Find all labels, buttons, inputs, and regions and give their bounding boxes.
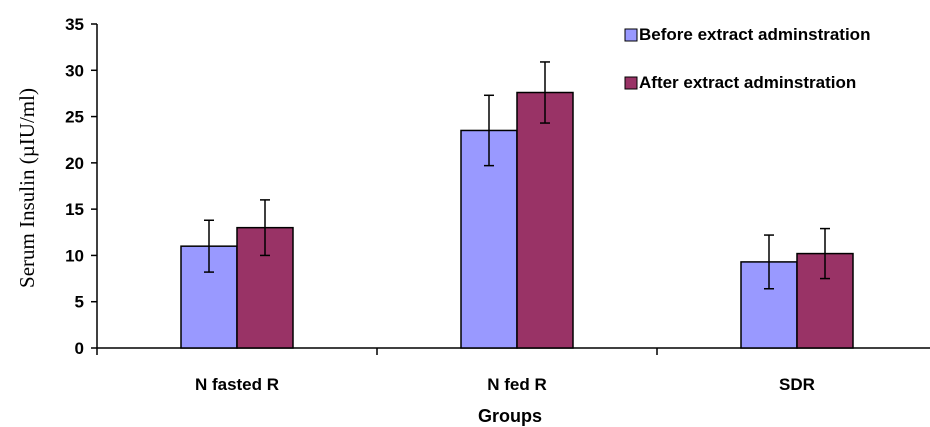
x-tick-label: SDR	[779, 375, 815, 394]
y-tick-label: 25	[65, 108, 84, 127]
bar	[516, 91, 574, 349]
x-tick-label: N fasted R	[195, 375, 279, 394]
legend-label: Before extract adminstration	[639, 25, 870, 44]
x-tick-label: N fed R	[487, 375, 547, 394]
legend-swatch	[624, 76, 638, 90]
y-axis-label: Serum Insulin (µIU/ml)	[15, 88, 39, 288]
x-axis: N fasted R N fed R SDR	[96, 347, 930, 394]
legend-swatch	[624, 28, 638, 42]
y-tick-label: 5	[75, 293, 84, 312]
y-axis: 0 5 10 15 20 25 30 35	[65, 15, 98, 358]
bar	[236, 226, 294, 349]
y-tick-label: 15	[65, 200, 84, 219]
y-tick-label: 35	[65, 15, 84, 34]
legend: Before extract adminstration After extrac…	[624, 25, 870, 92]
error-bars	[204, 61, 830, 290]
bars	[180, 91, 854, 349]
bar	[460, 129, 518, 349]
x-axis-label: Groups	[478, 406, 542, 426]
legend-label: After extract adminstration	[639, 73, 856, 92]
y-tick-label: 10	[65, 246, 84, 265]
y-tick-label: 0	[75, 339, 84, 358]
y-tick-label: 30	[65, 61, 84, 80]
y-tick-label: 20	[65, 154, 84, 173]
